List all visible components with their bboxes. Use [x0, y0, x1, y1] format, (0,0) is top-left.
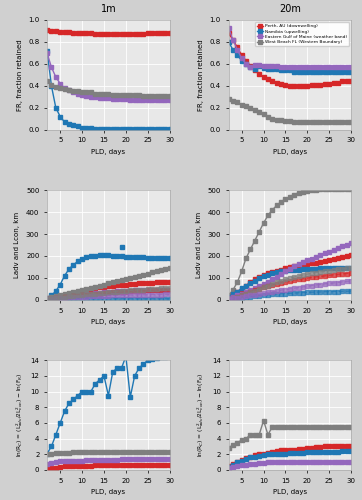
- Y-axis label: FR, fraction retained: FR, fraction retained: [17, 39, 22, 111]
- Y-axis label: ln(R$_C$) = (L$^2_{adv}$/2L$^2_{con}$) − ln(F$_R$): ln(R$_C$) = (L$^2_{adv}$/2L$^2_{con}$) −…: [195, 373, 206, 458]
- Y-axis label: Ladv and Lcon, km: Ladv and Lcon, km: [196, 212, 202, 278]
- X-axis label: PLD, days: PLD, days: [91, 489, 125, 495]
- Legend: Perth, AU (downwelling), Namibia (upwelling), Eastern Gulf of Maine (weather ban: Perth, AU (downwelling), Namibia (upwell…: [255, 22, 349, 46]
- X-axis label: PLD, days: PLD, days: [91, 149, 125, 155]
- Title: 20m: 20m: [279, 4, 301, 14]
- X-axis label: PLD, days: PLD, days: [273, 489, 307, 495]
- Y-axis label: ln(R$_C$) = (L$^2_{adv}$/2L$^2_{con}$) − ln(F$_R$): ln(R$_C$) = (L$^2_{adv}$/2L$^2_{con}$) −…: [14, 373, 25, 458]
- Y-axis label: Ladv and Lcon, km: Ladv and Lcon, km: [14, 212, 20, 278]
- X-axis label: PLD, days: PLD, days: [91, 319, 125, 325]
- X-axis label: PLD, days: PLD, days: [273, 149, 307, 155]
- Y-axis label: FR, fraction retained: FR, fraction retained: [198, 39, 204, 111]
- X-axis label: PLD, days: PLD, days: [273, 319, 307, 325]
- Title: 1m: 1m: [101, 4, 116, 14]
